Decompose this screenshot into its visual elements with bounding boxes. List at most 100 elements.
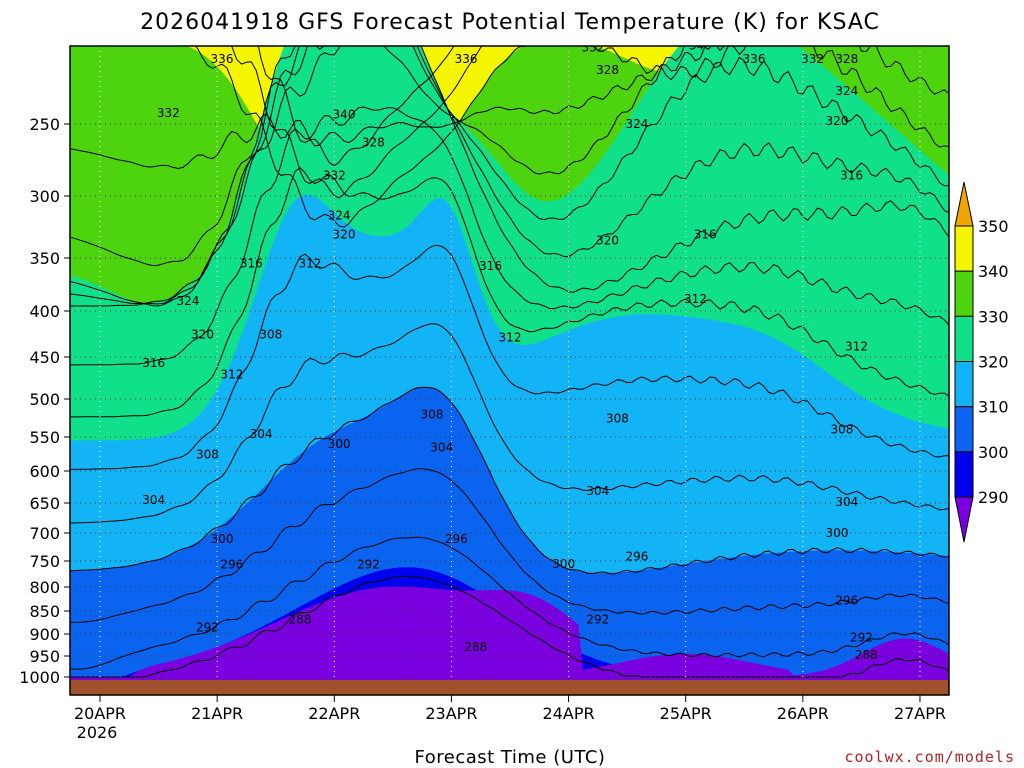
x-tick-label: 23APR xyxy=(425,704,477,723)
isoline-328 xyxy=(70,46,949,307)
contour-label: 332 xyxy=(323,169,346,183)
y-tick-label: 1000 xyxy=(19,668,60,687)
contour-label: 324 xyxy=(835,84,858,98)
contour-label: 320 xyxy=(826,114,849,128)
y-tick-label: 250 xyxy=(29,115,60,134)
colorbar-segment xyxy=(954,315,974,362)
isoline-316 xyxy=(70,106,949,366)
contour-label: 320 xyxy=(333,227,356,241)
contour-label: 332 xyxy=(157,106,180,120)
x-axis: 20APR 21APR 22APR 23APR 24APR 25APR 26APR 27APR xyxy=(74,695,946,723)
colorbar-segment xyxy=(954,361,974,408)
contour-label: 316 xyxy=(694,227,717,241)
contour-label: 320 xyxy=(191,328,214,342)
contour-label: 308 xyxy=(606,412,629,426)
colorbar-tick-label: 310 xyxy=(978,398,1009,417)
y-tick-label: 350 xyxy=(29,249,60,268)
x-tick-label: 20APR xyxy=(74,704,126,723)
y-tick-label: 800 xyxy=(29,578,60,597)
plot-area: 336 332 340 328 332 324 320 312 316 324 320 316 312 3… xyxy=(70,46,949,695)
colorbar-segment xyxy=(954,406,974,453)
contour-label: 300 xyxy=(552,557,575,571)
contour-label: 308 xyxy=(420,408,443,422)
contour-label: 312 xyxy=(684,292,707,306)
contour-label: 324 xyxy=(328,209,351,223)
y-tick-label: 950 xyxy=(29,647,60,666)
contour-label: 300 xyxy=(211,532,234,546)
colorbar-bottom-arrow xyxy=(954,496,974,543)
contour-label: 312 xyxy=(499,330,522,344)
contour-label: 296 xyxy=(220,558,243,572)
colorbar-segment xyxy=(954,270,974,317)
contour-label: 332 xyxy=(801,52,824,66)
x-tick-label: 24APR xyxy=(543,704,595,723)
contour-label: 328 xyxy=(596,63,619,77)
contour-label: 328 xyxy=(362,136,385,150)
contour-label: 324 xyxy=(176,294,199,308)
colorbar-tick-label: 340 xyxy=(978,262,1009,281)
contour-label: 316 xyxy=(240,257,263,271)
contour-label: 288 xyxy=(464,640,487,654)
contour-label: 316 xyxy=(479,259,502,273)
contour-label: 292 xyxy=(850,631,873,645)
y-tick-label: 700 xyxy=(29,524,60,543)
contour-label: 312 xyxy=(298,257,321,271)
isoline-336 xyxy=(70,46,949,170)
contour-label: 316 xyxy=(840,169,863,183)
contour-label: 316 xyxy=(142,356,165,370)
contour-label: 308 xyxy=(259,328,282,342)
y-tick-label: 850 xyxy=(29,602,60,621)
contour-label: 340 xyxy=(333,107,356,121)
contour-label: 328 xyxy=(835,52,858,66)
contour-labels: 336 332 340 328 332 324 320 312 316 324 320 316 312 3… xyxy=(142,46,878,662)
x-axis-title: Forecast Time (UTC) xyxy=(415,747,606,768)
contour-label: 320 xyxy=(596,233,619,247)
contour-label: 304 xyxy=(250,427,273,441)
colorbar-tick-label: 350 xyxy=(978,217,1009,236)
contour-label: 288 xyxy=(855,648,878,662)
contour-label: 300 xyxy=(826,526,849,540)
y-tick-label: 500 xyxy=(29,390,60,409)
contour-label: 296 xyxy=(445,532,468,546)
x-tick-label: 25APR xyxy=(660,704,712,723)
isoline-304 xyxy=(70,323,949,524)
colorbar-tick-label: 330 xyxy=(978,307,1009,326)
x-tick-label: 22APR xyxy=(308,704,360,723)
contour-label: 300 xyxy=(328,437,351,451)
x-tick-label: 26APR xyxy=(777,704,829,723)
isoline-312 xyxy=(70,167,949,418)
contour-label: 296 xyxy=(835,594,858,608)
contour-label: 312 xyxy=(220,367,243,381)
isoline-300 xyxy=(70,386,949,575)
isoline-324 xyxy=(70,46,949,305)
colorbar-segment xyxy=(954,225,974,272)
contour-label: 312 xyxy=(845,339,868,353)
y-tick-label: 300 xyxy=(29,187,60,206)
y-axis: 250 300 350 400 450 500 550 600 650 700 750 800 850 9… xyxy=(19,115,70,687)
contour-label: 304 xyxy=(586,484,609,498)
contour-label: 324 xyxy=(625,117,648,131)
x-tick-label: 21APR xyxy=(191,704,243,723)
contour-label: 292 xyxy=(357,558,380,572)
contour-label: 308 xyxy=(830,423,853,437)
isoline-340 xyxy=(177,46,746,228)
contour-lines xyxy=(70,46,949,678)
x-tick-label: 27APR xyxy=(894,704,946,723)
y-tick-label: 600 xyxy=(29,462,60,481)
band-fill-280 xyxy=(70,586,949,695)
colorbar: 350 340 330 320 310 300 290 xyxy=(954,181,1009,543)
x-year-label: 2026 xyxy=(77,723,118,742)
colorbar-tick-label: 290 xyxy=(978,488,1009,507)
credit-text: coolwx.com/models xyxy=(844,748,1015,766)
contour-label: 292 xyxy=(586,612,609,626)
grid-lines xyxy=(70,46,949,695)
contour-label: 296 xyxy=(625,550,648,564)
colorbar-tick-label: 300 xyxy=(978,443,1009,462)
isoline-292 xyxy=(70,536,949,670)
contour-label: 292 xyxy=(196,621,219,635)
y-tick-label: 650 xyxy=(29,494,60,513)
y-tick-label: 550 xyxy=(29,428,60,447)
y-tick-label: 900 xyxy=(29,625,60,644)
contour-label: 336 xyxy=(455,52,478,66)
